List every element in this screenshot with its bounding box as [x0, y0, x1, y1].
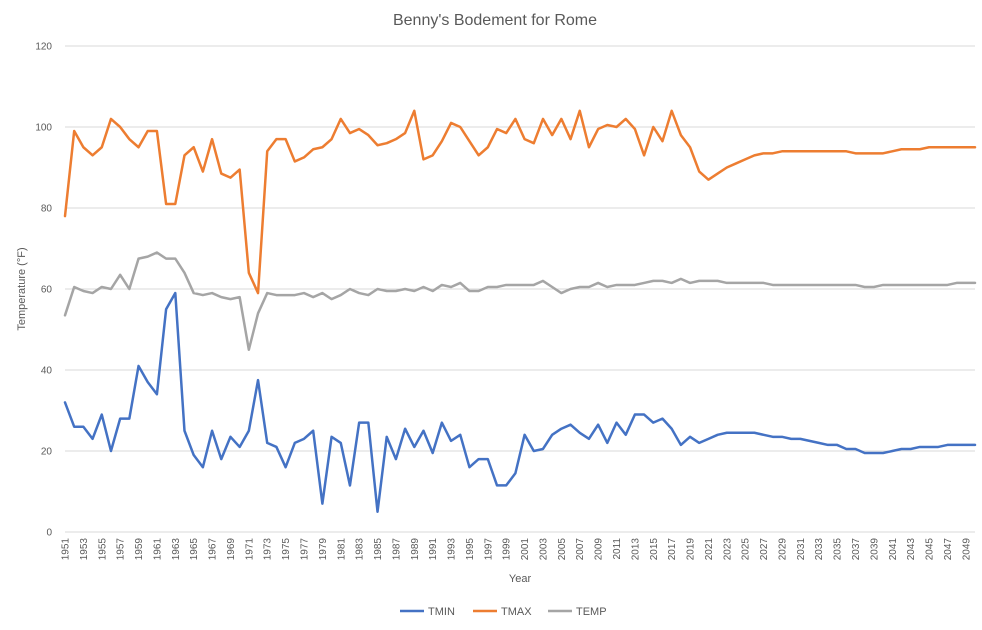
x-tick-label: 2027 [759, 538, 770, 561]
x-tick-label: 2045 [925, 538, 936, 561]
x-tick-label: 1957 [116, 538, 127, 561]
y-tick-label: 40 [41, 366, 53, 377]
x-tick-label: 2007 [575, 538, 586, 561]
y-tick-label: 80 [41, 204, 53, 215]
x-tick-label: 1975 [281, 538, 292, 561]
y-tick-label: 60 [41, 285, 53, 296]
series-line-temp [63, 251, 977, 351]
x-tick-label: 1955 [97, 538, 108, 561]
y-tick-label: 20 [41, 447, 53, 458]
x-tick-label: 1993 [447, 538, 458, 561]
x-tick-label: 2039 [869, 538, 880, 561]
x-tick-label: 1987 [391, 538, 402, 561]
x-tick-label: 1983 [355, 538, 366, 561]
x-tick-label: 2021 [704, 538, 715, 561]
legend-label-tmin: TMIN [428, 606, 455, 618]
legend-label-temp: TEMP [576, 606, 607, 618]
y-axis-ticks: 0 20 40 60 80 100 120 [35, 42, 52, 539]
x-tick-label: 1969 [226, 538, 237, 561]
x-tick-label: 2001 [520, 538, 531, 561]
x-tick-label: 2013 [630, 538, 641, 561]
x-tick-label: 2049 [961, 538, 972, 561]
x-tick-label: 2003 [538, 538, 549, 561]
x-tick-label: 1963 [171, 538, 182, 561]
x-tick-label: 1995 [465, 538, 476, 561]
x-tick-label: 1979 [318, 538, 329, 561]
series-line-tmax [63, 109, 977, 295]
x-tick-label: 2019 [686, 538, 697, 561]
x-tick-label: 1989 [410, 538, 421, 561]
x-tick-label: 1991 [428, 538, 439, 561]
x-tick-label: 2031 [796, 538, 807, 561]
x-tick-label: 2011 [612, 538, 623, 560]
x-tick-label: 2033 [814, 538, 825, 561]
series-lines [63, 109, 977, 513]
y-tick-label: 100 [35, 123, 52, 134]
y-axis-label: Temperature (°F) [16, 247, 28, 330]
x-tick-label: 2035 [833, 538, 844, 561]
legend: TMIN TMAX TEMP [400, 606, 607, 618]
x-tick-label: 2029 [777, 538, 788, 561]
x-tick-label: 2015 [649, 538, 660, 561]
x-tick-label: 1977 [299, 538, 310, 561]
x-tick-label: 1997 [483, 538, 494, 561]
x-tick-label: 2043 [906, 538, 917, 561]
y-tick-label: 120 [35, 42, 52, 53]
x-tick-label: 1951 [61, 538, 72, 561]
x-tick-label: 1967 [208, 538, 219, 561]
x-tick-label: 2017 [667, 538, 678, 561]
legend-label-tmax: TMAX [501, 606, 532, 618]
x-tick-label: 1961 [152, 538, 163, 561]
series-line-tmin [63, 291, 977, 513]
x-tick-label: 1999 [502, 538, 513, 561]
x-tick-label: 1953 [79, 538, 90, 561]
x-tick-label: 1959 [134, 538, 145, 561]
x-tick-label: 2025 [741, 538, 752, 561]
x-tick-label: 2037 [851, 538, 862, 561]
x-tick-label: 1973 [263, 538, 274, 561]
x-tick-label: 2041 [888, 538, 899, 561]
x-tick-label: 2023 [722, 538, 733, 561]
x-tick-label: 1985 [373, 538, 384, 561]
x-tick-label: 1971 [244, 538, 255, 561]
x-tick-label: 1965 [189, 538, 200, 561]
x-tick-label: 2005 [557, 538, 568, 561]
x-tick-label: 2047 [943, 538, 954, 561]
y-tick-label: 0 [46, 528, 52, 539]
x-axis-ticks: 1951 1953 1955 1957 1959 1961 1963 1965 1967 1969… [61, 538, 973, 561]
x-tick-label: 2009 [594, 538, 605, 561]
x-tick-label: 1981 [336, 538, 347, 561]
x-axis-label: Year [509, 573, 532, 585]
chart-title: Benny's Bodement for Rome [393, 12, 597, 29]
